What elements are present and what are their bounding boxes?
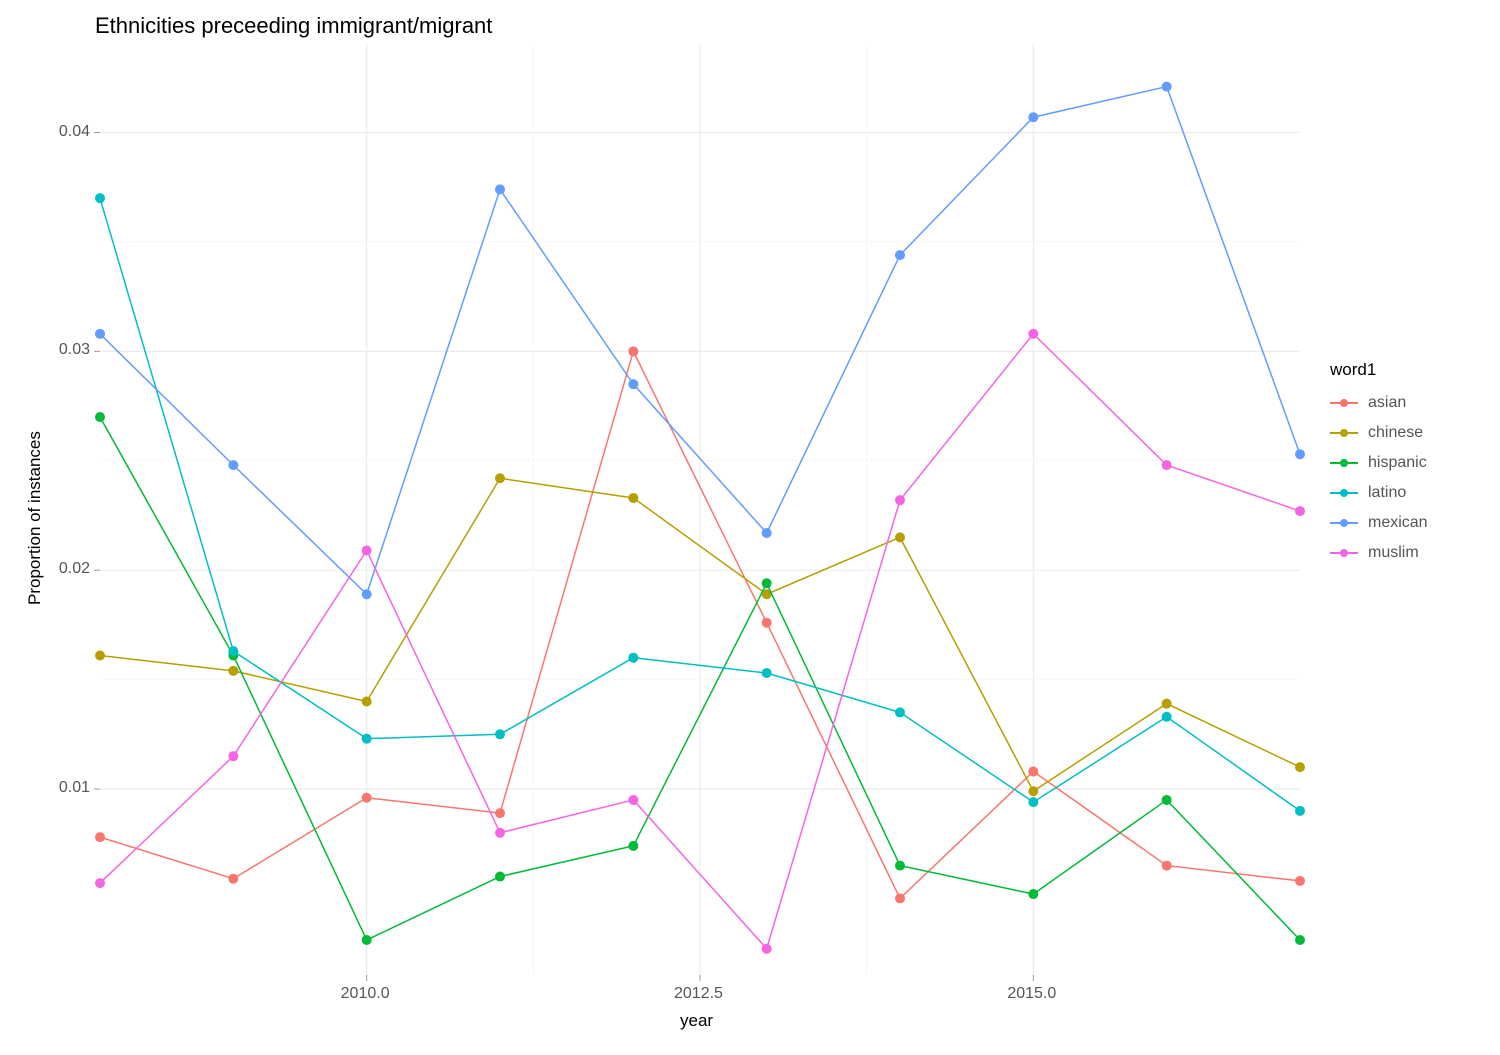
legend-swatch: [1330, 462, 1358, 464]
legend-item-latino: latino: [1330, 478, 1428, 508]
y-axis-label: Proportion of instances: [25, 431, 45, 605]
legend-item-hispanic: hispanic: [1330, 448, 1428, 478]
legend-swatch: [1330, 522, 1358, 524]
legend-label: muslim: [1368, 544, 1419, 562]
legend: word1 asian chinese hispanic latino mexican m…: [1330, 360, 1428, 568]
x-tick-label: 2015.0: [1007, 985, 1056, 1003]
x-axis-label: year: [680, 1011, 713, 1031]
y-tick-label: 0.03: [59, 341, 90, 359]
legend-item-mexican: mexican: [1330, 508, 1428, 538]
x-tick-label: 2010.0: [341, 985, 390, 1003]
legend-item-muslim: muslim: [1330, 538, 1428, 568]
legend-item-chinese: chinese: [1330, 418, 1428, 448]
legend-title: word1: [1330, 360, 1428, 380]
legend-label: mexican: [1368, 514, 1428, 532]
legend-label: latino: [1368, 484, 1406, 502]
legend-label: asian: [1368, 394, 1406, 412]
legend-swatch: [1330, 432, 1358, 434]
legend-swatch: [1330, 552, 1358, 554]
chart-container: Ethnicities preceeding immigrant/migrant…: [0, 0, 1500, 1050]
legend-label: hispanic: [1368, 454, 1427, 472]
y-tick-label: 0.02: [59, 560, 90, 578]
y-tick-label: 0.04: [59, 123, 90, 141]
y-tick-label: 0.01: [59, 779, 90, 797]
legend-swatch: [1330, 402, 1358, 404]
chart-title: Ethnicities preceeding immigrant/migrant: [95, 13, 492, 39]
x-tick-label: 2012.5: [674, 985, 723, 1003]
chart-svg: [0, 0, 1500, 1050]
legend-item-asian: asian: [1330, 388, 1428, 418]
legend-label: chinese: [1368, 424, 1423, 442]
legend-swatch: [1330, 492, 1358, 494]
